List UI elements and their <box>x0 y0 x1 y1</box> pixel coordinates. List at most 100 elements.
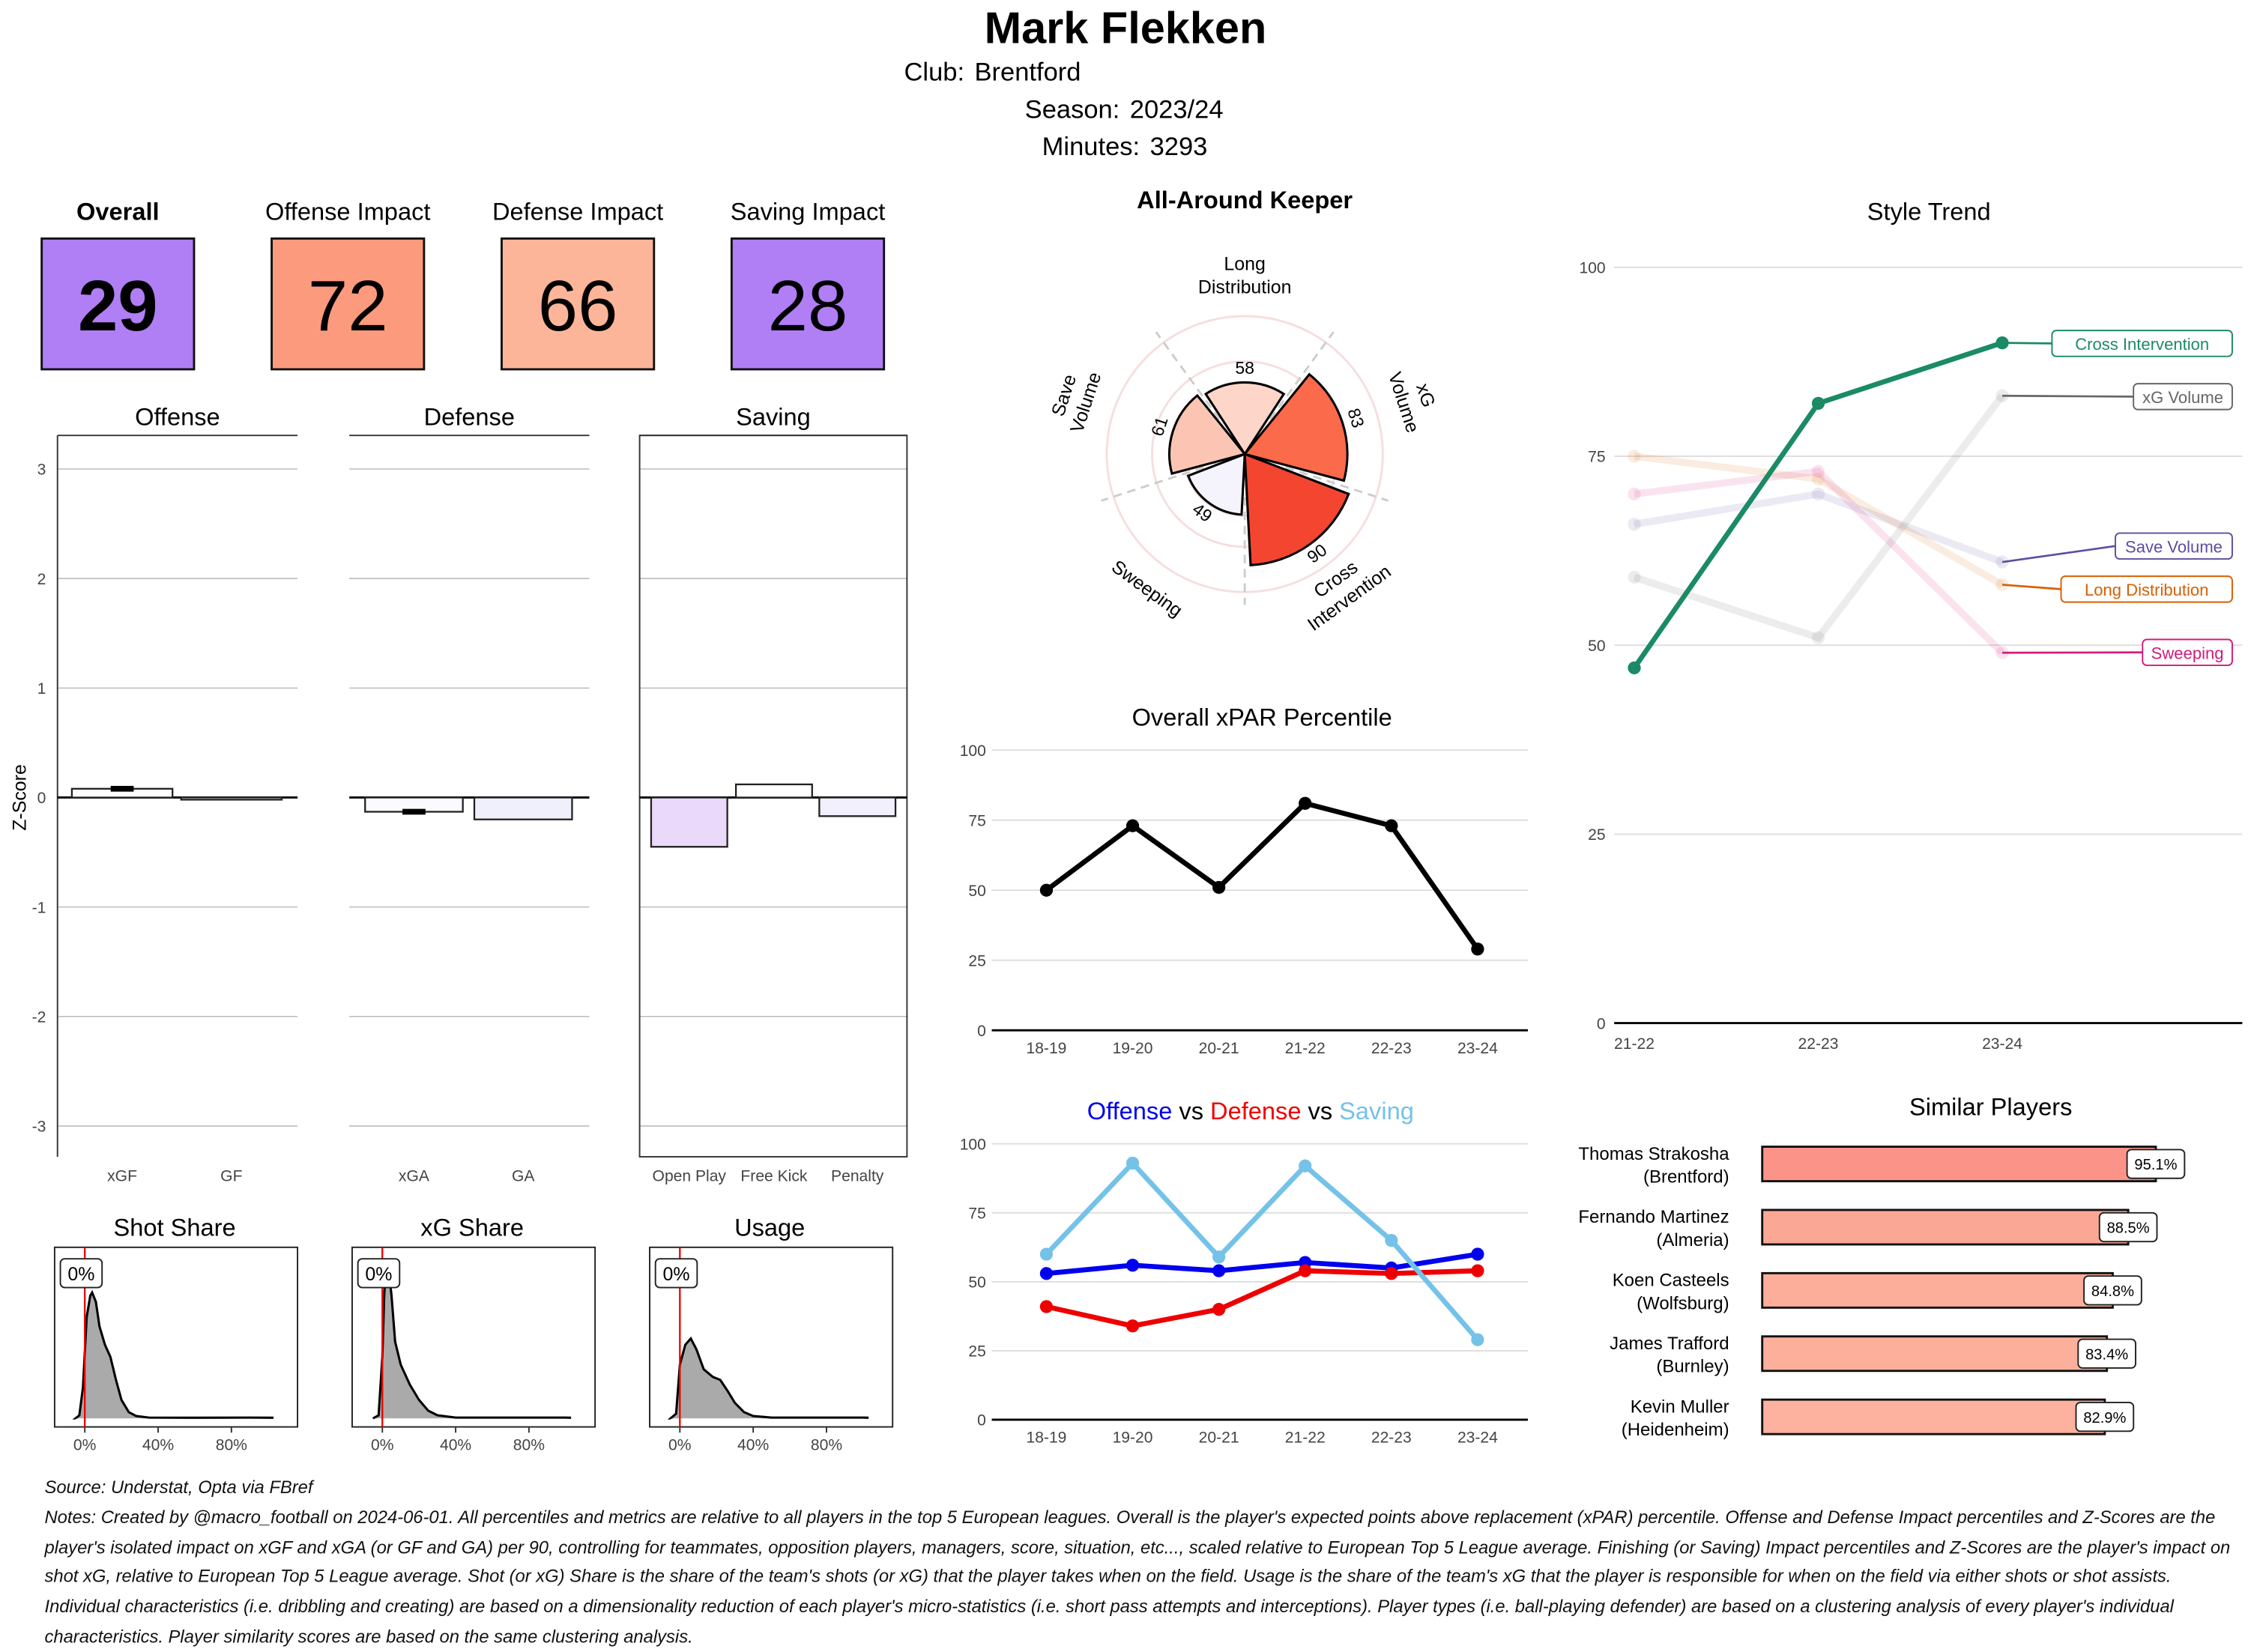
x-tick-label: 20-21 <box>1199 1429 1239 1447</box>
x-tick-label: 18-19 <box>1026 1429 1066 1447</box>
polar-category-label: SaveVolume <box>1045 363 1106 435</box>
x-tick-label: 80% <box>811 1436 842 1453</box>
y-tick-label: 100 <box>1579 259 1605 276</box>
y-tick-label: 0 <box>977 1412 986 1429</box>
polar-category-label: Sweeping <box>1108 556 1186 621</box>
label-connector <box>2002 584 2061 589</box>
season-line: Season:2023/24 <box>1025 95 1224 124</box>
header: Mark Flekken Club:Brentford Season:2023/… <box>904 3 1266 162</box>
player-name-label: Kevin Muller(Heidenheim) <box>1622 1397 1729 1440</box>
x-tick-label: 23-24 <box>1982 1035 2022 1053</box>
series-line <box>1046 803 1477 948</box>
player-name-line: (Wolfsburg) <box>1637 1293 1729 1313</box>
data-point <box>1212 1303 1225 1316</box>
panel-title: Saving <box>736 403 811 431</box>
data-point <box>1126 820 1139 832</box>
similarity-bar <box>1762 1210 2128 1244</box>
x-tick-label: 40% <box>440 1436 471 1453</box>
z-score-bar <box>819 797 895 816</box>
club-value: Brentford <box>974 58 1081 86</box>
y-tick-label: 2 <box>37 571 46 588</box>
x-tick-label: 80% <box>513 1436 545 1453</box>
style-data-point <box>1812 631 1825 644</box>
series-line <box>1046 1164 1477 1340</box>
y-tick-label: 50 <box>968 883 985 900</box>
x-tick-label: 20-21 <box>1199 1040 1239 1057</box>
y-tick-label: 0 <box>37 790 46 807</box>
density-title: Usage <box>734 1213 805 1241</box>
polar-category-label: xGVolume <box>1384 363 1445 435</box>
y-tick-label: 100 <box>960 1136 986 1153</box>
style-series-line <box>1634 343 2002 668</box>
player-name-line: Thomas Strakosha <box>1578 1144 1729 1164</box>
player-name-label: Thomas Strakosha (Brentford) <box>1578 1144 1729 1187</box>
style-data-point <box>1812 488 1825 500</box>
y-tick-label: -2 <box>32 1008 46 1026</box>
polar-value-label: 61 <box>1147 414 1172 438</box>
data-point <box>1471 943 1484 955</box>
data-point <box>1040 884 1053 897</box>
impact-card-label: Overall <box>76 197 160 225</box>
x-tick-label: 19-20 <box>1113 1429 1153 1447</box>
impact-card-label: Defense Impact <box>492 197 663 225</box>
data-point <box>1040 1300 1053 1313</box>
x-tick-label: 23-24 <box>1457 1429 1498 1447</box>
minutes-value: 3293 <box>1150 133 1208 161</box>
notes-text: Notes: Created by @macro_football on 202… <box>44 1503 2236 1652</box>
player-name-line: Koen Casteels <box>1613 1271 1729 1291</box>
similarity-bar <box>1762 1337 2107 1371</box>
marker-label: 0% <box>365 1264 392 1285</box>
data-point <box>1126 1157 1139 1170</box>
player-name-label: Fernando Martinez(Almeria) <box>1578 1207 1729 1250</box>
player-name-line: (Burnley) <box>1656 1357 1729 1377</box>
z-score-bar <box>736 784 812 798</box>
chart-title-part: Offense <box>1087 1097 1179 1125</box>
player-name-line: (Brentford) <box>1643 1167 1729 1187</box>
error-bar <box>111 786 134 792</box>
y-tick-label: 25 <box>968 952 985 969</box>
x-tick-label: 40% <box>737 1436 769 1453</box>
series-label: Save Volume <box>2125 537 2223 556</box>
y-tick-label: 75 <box>968 1205 985 1222</box>
data-point <box>1299 1264 1311 1277</box>
player-name-label: Koen Casteels(Wolfsburg) <box>1613 1271 1729 1314</box>
y-tick-label: 25 <box>968 1343 985 1361</box>
y-tick-label: -3 <box>32 1119 46 1136</box>
style-data-point <box>1812 397 1825 410</box>
style-data-point <box>1812 465 1825 478</box>
impact-card-label: Offense Impact <box>265 197 430 225</box>
polar-title: All-Around Keeper <box>1137 186 1353 214</box>
chart-title-part: Defense <box>1210 1097 1308 1125</box>
similarity-bar <box>1762 1273 2113 1307</box>
y-tick-label: 50 <box>1588 638 1605 655</box>
polar-value-label: 58 <box>1235 358 1254 378</box>
season-label: Season: <box>1025 95 1120 124</box>
y-tick-label: 0 <box>977 1023 986 1040</box>
data-point <box>1212 881 1225 894</box>
polar-category-label: CrossIntervention <box>1290 542 1395 635</box>
similarity-label: 82.9% <box>2083 1410 2126 1426</box>
data-point <box>1040 1267 1053 1280</box>
impact-card-value: 66 <box>538 266 618 346</box>
y-tick-label: 25 <box>1588 826 1605 844</box>
chart-title: Offense vs Defense vs Saving <box>1087 1097 1414 1125</box>
label-connector <box>2002 546 2115 562</box>
data-point <box>1212 1264 1225 1277</box>
series-line <box>1046 1271 1477 1326</box>
similarity-bar <box>1762 1147 2156 1181</box>
y-tick-label: 0 <box>1597 1015 1606 1032</box>
y-tick-label: 100 <box>960 742 986 760</box>
data-point <box>1471 1264 1484 1277</box>
panel-title: Offense <box>135 403 220 431</box>
polar-category-label-line: Distribution <box>1198 276 1292 297</box>
chart-title-part: vs <box>1308 1097 1340 1125</box>
data-point <box>1126 1259 1139 1271</box>
